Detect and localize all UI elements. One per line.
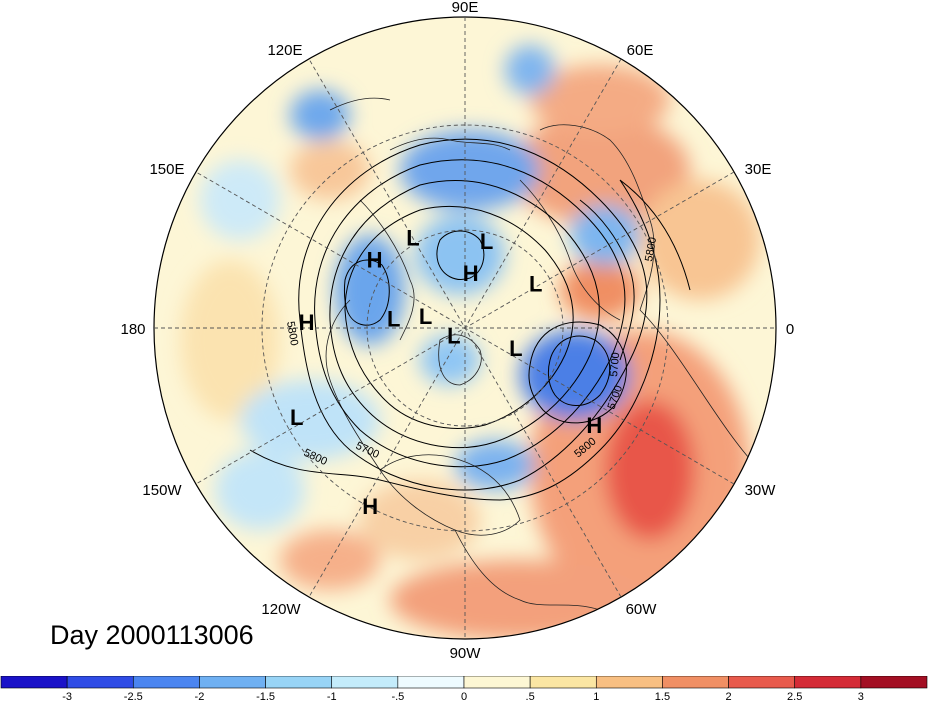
- colorbar-label: -2: [195, 691, 205, 702]
- low-pressure-marker: L: [290, 405, 303, 430]
- colorbar-box: [265, 676, 333, 689]
- lon-label-60e: 60E: [627, 42, 654, 59]
- colorbar-box: [728, 676, 796, 689]
- colorbar-box: [0, 676, 68, 689]
- colorbar-box: [529, 676, 597, 689]
- colorbar-box: [331, 676, 399, 689]
- colorbar-labels: -3 -2.5 -2 -1.5 -1 -.5 0 .5 1 1.5 2 2.5 3: [62, 691, 864, 702]
- low-pressure-marker: L: [509, 336, 522, 361]
- lon-label-90e: 90E: [452, 0, 479, 16]
- graticule: [154, 17, 776, 639]
- colorbar-box: [794, 676, 862, 689]
- colorbar-box: [397, 676, 465, 689]
- high-pressure-marker: H: [586, 413, 602, 438]
- low-pressure-marker: L: [480, 229, 493, 254]
- lon-label-120w: 120W: [261, 601, 301, 618]
- colorbar-label: -3: [62, 691, 72, 702]
- colorbar-label: 0: [461, 691, 467, 702]
- lon-label-30w: 30W: [745, 482, 777, 499]
- high-pressure-marker: H: [463, 261, 479, 286]
- polar-stereographic-map: 90E 60E 30E 0 30W 60W 90W 120W 150W 180 …: [120, 0, 794, 662]
- lon-label-120e: 120E: [267, 42, 302, 59]
- colorbar-box: [662, 676, 729, 689]
- colorbar: -3 -2.5 -2 -1.5 -1 -.5 0 .5 1 1.5 2 2.5 3: [0, 676, 928, 702]
- contour-label: 5800: [284, 320, 300, 346]
- colorbar-label: 1: [593, 691, 599, 702]
- low-pressure-marker: L: [406, 225, 419, 250]
- colorbar-label: -1.5: [256, 691, 275, 702]
- longitude-labels: 90E 60E 30E 0 30W 60W 90W 120W 150W 180 …: [120, 0, 794, 662]
- lon-label-150e: 150E: [149, 161, 184, 178]
- contour-label: 5700: [608, 352, 622, 377]
- colorbar-box: [595, 676, 663, 689]
- high-pressure-marker: H: [299, 310, 315, 335]
- colorbar-box: [463, 676, 531, 689]
- lon-label-60w: 60W: [626, 601, 658, 618]
- colorbar-box: [132, 676, 200, 689]
- low-pressure-marker: L: [447, 323, 460, 348]
- colorbar-label: 2.5: [787, 691, 802, 702]
- low-pressure-marker: L: [529, 271, 542, 296]
- colorbar-label: 1.5: [655, 691, 670, 702]
- date-title: Day 2000113006: [50, 620, 254, 650]
- colorbar-label: 3: [858, 691, 864, 702]
- colorbar-boxes: [0, 676, 928, 689]
- lon-label-180: 180: [120, 321, 145, 338]
- colorbar-label: -2.5: [124, 691, 143, 702]
- high-pressure-marker: H: [362, 494, 378, 519]
- lon-label-150w: 150W: [142, 482, 182, 499]
- low-pressure-marker: L: [387, 307, 400, 332]
- colorbar-label: .5: [526, 691, 535, 702]
- colorbar-box: [199, 676, 266, 689]
- high-pressure-marker: H: [367, 247, 383, 272]
- lon-label-0: 0: [786, 321, 794, 338]
- colorbar-box: [860, 676, 928, 689]
- low-pressure-marker: L: [419, 304, 432, 329]
- colorbar-label: 2: [726, 691, 732, 702]
- lon-label-90w: 90W: [450, 645, 482, 662]
- lon-label-30e: 30E: [745, 161, 772, 178]
- contour-label: 5800: [643, 236, 659, 262]
- height-contours: [249, 138, 691, 501]
- colorbar-box: [66, 676, 134, 689]
- colorbar-label: -1: [327, 691, 337, 702]
- colorbar-label: -.5: [391, 691, 404, 702]
